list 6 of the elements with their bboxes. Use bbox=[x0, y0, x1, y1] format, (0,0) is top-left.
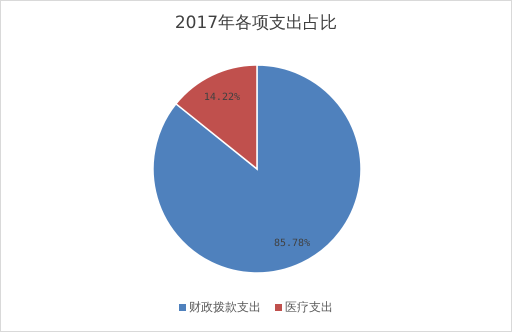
legend-label: 医疗支出 bbox=[285, 300, 333, 314]
data-label: 14.22% bbox=[204, 92, 240, 103]
legend-label: 财政拨款支出 bbox=[189, 300, 261, 314]
chart-title: 2017年各项支出占比 bbox=[174, 13, 338, 33]
data-label: 85.78% bbox=[274, 238, 310, 250]
pie-slice bbox=[152, 64, 362, 274]
